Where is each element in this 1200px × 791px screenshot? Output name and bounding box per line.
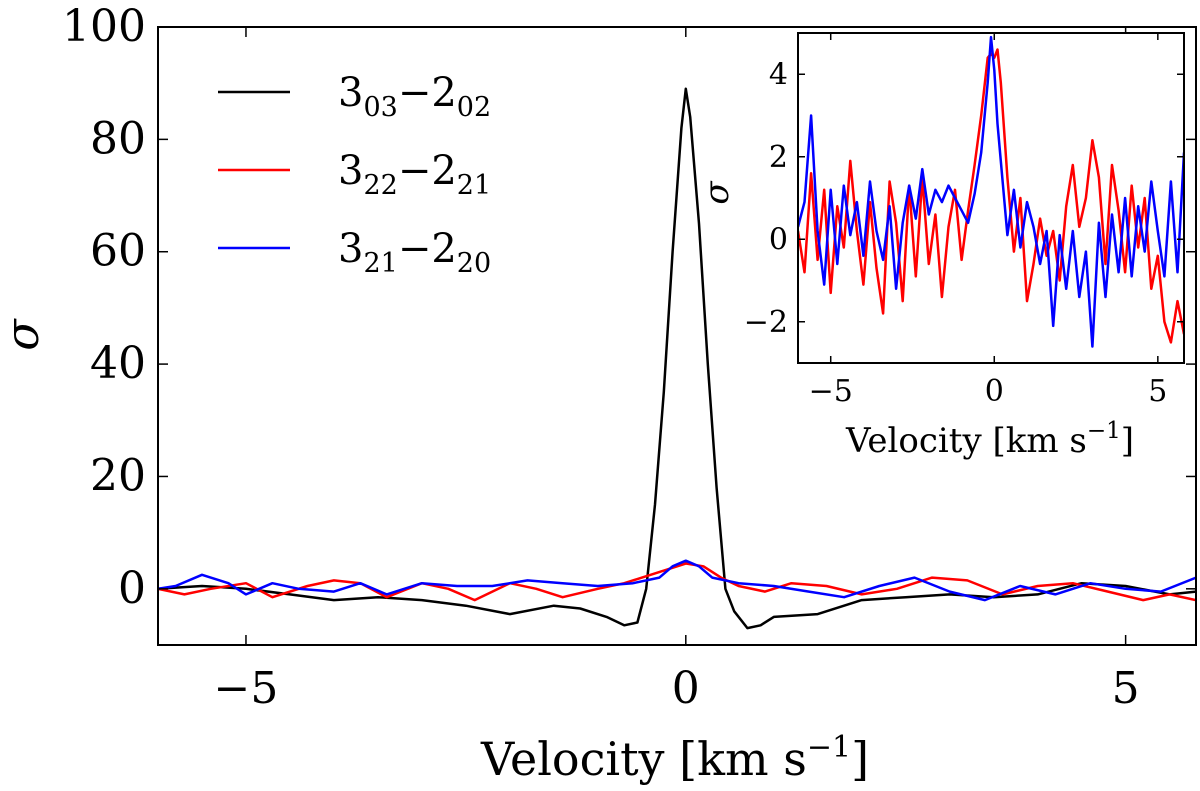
main-x-tick-label: −5 — [214, 663, 279, 714]
inset-y-tick-label: 0 — [769, 222, 788, 257]
main-x-ticks: −5 0 5 — [214, 27, 1140, 714]
main-series-line-1 — [158, 87, 1196, 630]
main-x-tick-label: 5 — [1112, 663, 1140, 714]
main-x-axis-label: Velocity [km s−1] — [480, 730, 869, 786]
legend-label-3: 321−220 — [338, 226, 491, 279]
inset-plot-border — [797, 32, 1185, 364]
inset-x-axis-label: Velocity [km s−1] — [845, 418, 1134, 461]
inset-y-ticks: −2 0 2 4 — [744, 57, 1184, 340]
legend-label-2: 322−221 — [338, 148, 491, 201]
inset-x-tick-label: −5 — [809, 374, 853, 409]
main-y-tick-label: 80 — [90, 113, 146, 164]
main-y-tick-label: 0 — [118, 563, 146, 614]
main-series-line-3 — [158, 559, 1196, 602]
main-y-tick-label: 20 — [90, 450, 146, 501]
legend-entry-2: 322−221 — [218, 148, 491, 201]
inset-y-tick-label: 2 — [769, 140, 788, 175]
main-y-tick-label: 100 — [62, 1, 146, 52]
inset-plot-frame — [797, 32, 1185, 364]
legend: 303−202 322−221 321−220 — [218, 70, 491, 279]
legend-label-1: 303−202 — [338, 70, 491, 123]
inset-x-tick-label: 0 — [985, 374, 1004, 409]
main-y-tick-label: 40 — [90, 338, 146, 389]
inset-series-lines — [798, 35, 1184, 348]
main-series-lines — [158, 87, 1196, 630]
inset-x-tick-label: 5 — [1148, 374, 1167, 409]
inset-x-ticks: −5 0 5 — [809, 33, 1167, 409]
legend-entry-1: 303−202 — [218, 70, 491, 123]
inset-y-axis-label: σ — [697, 181, 737, 205]
inset-y-tick-label: 4 — [769, 57, 788, 92]
inset-y-tick-label: −2 — [744, 305, 788, 340]
inset-series-line-2 — [798, 35, 1184, 348]
main-y-tick-label: 60 — [90, 226, 146, 277]
main-plot-frame — [157, 26, 1197, 646]
main-x-tick-label: 0 — [672, 663, 700, 714]
main-y-axis-label: σ — [0, 318, 49, 351]
legend-entry-3: 321−220 — [218, 226, 491, 279]
inset-plot: −5 0 5 −2 0 2 4 Velocity [km s−1] σ — [697, 32, 1185, 461]
